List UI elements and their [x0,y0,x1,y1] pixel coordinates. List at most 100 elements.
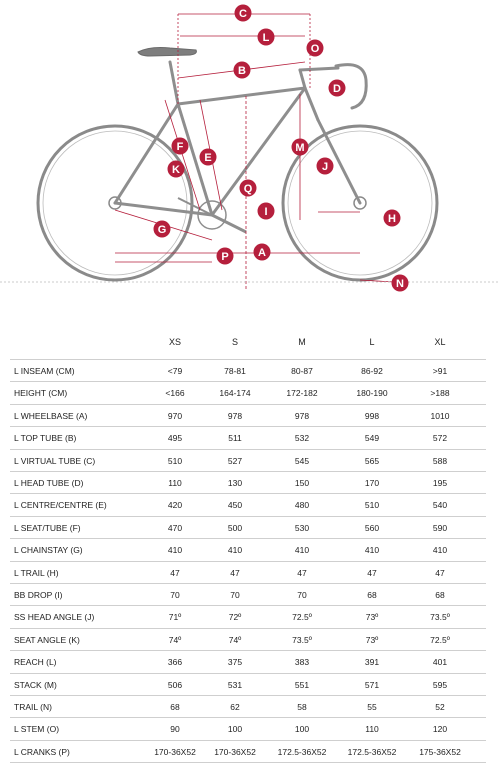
table-cell: 120 [432,724,448,735]
marker-a: A [253,243,271,261]
table-cell: 383 [294,657,310,668]
marker-label: C [239,8,247,20]
marker-label: P [221,251,228,263]
table-cell: 73.5º [292,634,312,645]
table-cell: 70 [230,590,240,600]
table-cell: >188 [430,388,450,399]
marker-label: O [311,43,320,55]
table-cell: 572 [432,433,448,444]
table-cell: 571 [364,679,380,690]
table-cell: 978 [227,410,243,421]
table-row: L HEAD TUBE (D) 110 130 150 170 195 [10,471,486,494]
table-cell: 100 [294,724,310,735]
table-row: L STEM (O) 90 100 100 110 120 [10,717,486,740]
row-label: L CRANKS (P) [14,746,70,757]
bike-geometry-diagram: A B C D E F G H I J K L M N O P Q [0,4,498,292]
table-cell: 78-81 [224,366,246,376]
table-cell: 175-36X52 [419,746,461,757]
table-cell: 70 [297,590,307,600]
marker-l: L [257,28,275,46]
marker-o: O [306,39,324,57]
handlebar [334,63,368,110]
marker-label: M [295,142,304,154]
table-cell: 170-36X52 [154,746,196,757]
marker-label: N [396,278,404,290]
marker-label: F [177,141,184,153]
marker-label: A [258,247,266,259]
table-cell: 86-92 [361,366,383,376]
table-cell: 68 [435,590,445,600]
row-label: L STEM (O) [14,724,60,735]
row-label: SEAT ANGLE (K) [14,634,80,645]
table-cell: 47 [367,567,377,578]
marker-label: I [264,206,267,218]
table-cell: 401 [432,657,448,668]
table-cell: 90 [170,724,180,735]
row-label: L INSEAM (CM) [14,366,75,376]
table-header-row: XS S M L XL [10,337,486,359]
marker-label: H [388,213,396,225]
size-header-xl: XL [434,337,446,347]
table-row: L TRAIL (H) 47 47 47 47 47 [10,560,486,584]
row-label: L VIRTUAL TUBE (C) [14,455,96,466]
table-cell: 1010 [430,410,450,421]
crankset [177,197,247,234]
marker-label: D [333,83,341,95]
table-cell: 410 [364,545,380,556]
table-row: L CRANKS (P) 170-36X52 170-36X52 172.5-36X5… [10,739,486,763]
table-row: L INSEAM (CM) <79 78-81 80-87 86-92 >91 [10,359,486,382]
marker-d: D [328,79,346,97]
table-cell: 511 [228,433,242,444]
table-cell: 172.5-36X52 [277,746,327,757]
marker-c: C [234,4,252,22]
table-cell: 560 [364,522,380,533]
measurement-markers: A B C D E F G H I J K L M N O P Q [153,4,409,292]
table-row: L SEAT/TUBE (F) 470 500 530 560 590 [10,515,486,539]
table-cell: 100 [227,724,243,735]
table-cell: 195 [432,478,448,488]
row-label: REACH (L) [14,657,57,668]
bike-frame [113,60,362,217]
table-cell: 47 [435,567,445,578]
table-cell: 172-182 [286,388,318,399]
table-cell: 978 [294,410,310,421]
marker-label: Q [244,183,253,195]
table-row: REACH (L) 366 375 383 391 401 [10,650,486,673]
table-row: L CHAINSTAY (G) 410 410 410 410 410 [10,538,486,561]
table-row: SS HEAD ANGLE (J) 71º 72º 72.5º 73º 73.5º [10,605,486,628]
table-cell: 55 [367,702,377,712]
table-cell: 47 [297,567,307,578]
marker-label: E [204,152,211,164]
marker-k: K [167,160,185,178]
table-cell: 72.5º [292,612,312,623]
table-cell: 590 [432,522,448,533]
row-label: HEIGHT (CM) [14,388,68,399]
table-cell: 52 [435,702,445,712]
marker-m: M [291,138,309,156]
table-cell: 530 [294,522,310,533]
table-cell: 72.5º [430,634,450,645]
table-cell: 410 [167,545,183,556]
row-label: BB DROP (I) [14,590,63,600]
table-cell: 500 [227,522,243,533]
marker-e: E [199,148,217,166]
table-cell: 73º [365,612,379,623]
table-cell: 170 [364,478,380,488]
table-cell: 58 [297,702,307,712]
table-cell: 73º [365,634,379,645]
table-cell: 551 [294,679,310,690]
table-cell: 391 [364,657,380,668]
table-cell: 510 [167,455,183,466]
table-cell: 150 [294,478,310,488]
marker-label: G [158,224,167,236]
marker-p: P [216,247,234,265]
table-cell: 410 [432,545,448,556]
table-cell: 470 [167,522,183,533]
marker-b: B [233,61,251,79]
table-cell: 410 [294,545,310,556]
marker-i: I [257,202,275,220]
table-cell: 62 [230,702,240,712]
row-label: TRAIL (N) [14,702,52,712]
size-header-s: S [231,337,238,347]
table-cell: 540 [432,500,448,511]
